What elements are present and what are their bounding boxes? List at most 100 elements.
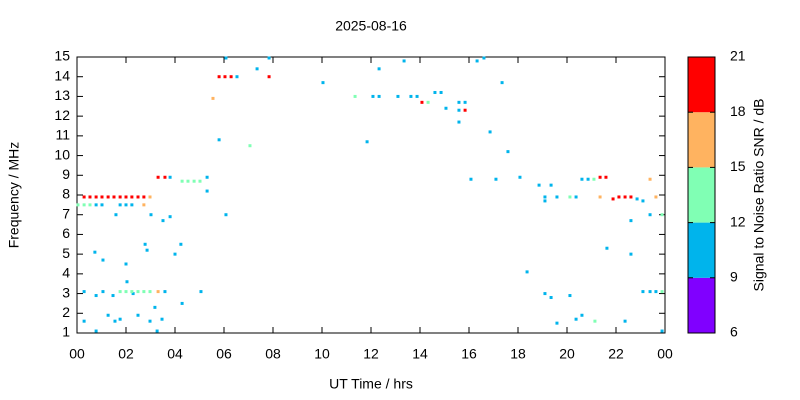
y-tick-label: 10 [54, 146, 70, 162]
point [88, 195, 92, 199]
point [593, 319, 597, 323]
point [469, 177, 473, 181]
point [76, 203, 80, 207]
point [186, 179, 190, 183]
point [321, 81, 325, 85]
colorbar-tick-label: 6 [730, 324, 738, 340]
point [111, 294, 115, 298]
colorbar-tick-label: 9 [730, 269, 738, 285]
point [180, 301, 184, 305]
point [229, 75, 233, 79]
colorbar-label: Signal to Noise Ratio SNR / dB [751, 99, 767, 292]
point [148, 195, 152, 199]
y-tick-label: 8 [62, 186, 70, 202]
point [160, 317, 164, 321]
point [549, 183, 553, 187]
point [205, 175, 209, 179]
point [168, 175, 172, 179]
colorbar-band [688, 112, 715, 168]
point [163, 290, 167, 294]
point [654, 290, 658, 294]
point [94, 329, 98, 333]
point [124, 290, 128, 294]
point [574, 317, 578, 321]
point [635, 197, 639, 201]
point [420, 100, 424, 104]
point [555, 195, 559, 199]
point [605, 246, 609, 250]
point [623, 319, 627, 323]
point [223, 75, 227, 79]
y-tick-label: 15 [54, 48, 70, 64]
point [555, 321, 559, 325]
point [648, 213, 652, 217]
point [124, 195, 128, 199]
point [660, 329, 664, 333]
x-tick-label: 08 [265, 346, 281, 362]
point [433, 90, 437, 94]
point [156, 290, 160, 294]
colorbar-band [688, 222, 715, 278]
point [255, 67, 259, 71]
point [82, 319, 86, 323]
point [125, 280, 129, 284]
point [168, 215, 172, 219]
x-tick-label: 12 [363, 346, 379, 362]
point [267, 75, 271, 79]
point [543, 195, 547, 199]
point [136, 290, 140, 294]
y-tick-label: 7 [62, 205, 70, 221]
point [586, 177, 590, 181]
point [148, 319, 152, 323]
point [494, 177, 498, 181]
y-tick-label: 1 [62, 324, 70, 340]
point [82, 195, 86, 199]
point [100, 203, 104, 207]
point [365, 140, 369, 144]
colorbar-tick-label: 15 [730, 158, 746, 174]
point [94, 203, 98, 207]
x-tick-label: 16 [461, 346, 477, 362]
point [82, 290, 86, 294]
point [145, 248, 149, 252]
point [568, 294, 572, 298]
point [574, 195, 578, 199]
point [518, 175, 522, 179]
point [180, 179, 184, 183]
x-tick-label: 20 [559, 346, 575, 362]
point [444, 106, 448, 110]
point [142, 290, 146, 294]
point [568, 195, 572, 199]
point [94, 195, 98, 199]
point [205, 189, 209, 193]
chart-title: 2025-08-16 [335, 18, 407, 34]
y-tick-label: 3 [62, 284, 70, 300]
point [248, 144, 252, 148]
point [353, 94, 357, 98]
point [580, 313, 584, 317]
point [543, 199, 547, 203]
colorbar-tick-label: 12 [730, 213, 746, 229]
point [482, 56, 486, 60]
point [143, 242, 147, 246]
y-axis-label: Frequency / MHz [6, 142, 22, 249]
point [457, 120, 461, 124]
point [641, 199, 645, 203]
point [112, 195, 116, 199]
point [617, 195, 621, 199]
point [396, 94, 400, 98]
point [660, 213, 664, 217]
point [629, 219, 633, 223]
point [580, 177, 584, 181]
point [439, 90, 443, 94]
point [654, 195, 658, 199]
point [648, 177, 652, 181]
point [377, 94, 381, 98]
point [629, 252, 633, 256]
point [130, 195, 134, 199]
point [93, 250, 97, 254]
point [525, 270, 529, 274]
point [623, 195, 627, 199]
point [537, 183, 541, 187]
